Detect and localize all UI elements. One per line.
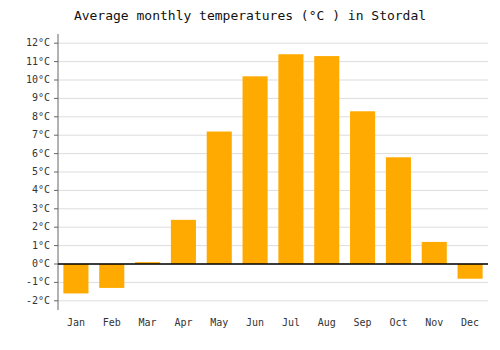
- y-tick: [54, 116, 58, 117]
- y-axis: -2°C -1°C 0°C 1°C 2°C 3°C 4°C 5°C 6°C 7°C 8°C 9°C 10…: [26, 34, 58, 310]
- y-tick: [54, 61, 58, 62]
- y-tick-label: -2°C: [26, 295, 50, 306]
- y-tick-label: 7°C: [32, 129, 50, 140]
- bar: [386, 157, 411, 264]
- grid-line: [58, 80, 488, 81]
- grid-line: [58, 98, 488, 99]
- x-tick-label: Oct: [389, 317, 407, 328]
- y-tick: [54, 227, 58, 228]
- x-tick-label: Sep: [354, 317, 372, 328]
- y-tick: [54, 98, 58, 99]
- y-tick: [54, 80, 58, 81]
- y-tick: [54, 153, 58, 154]
- y-tick-label: 12°C: [26, 37, 50, 48]
- grid-line: [58, 264, 488, 265]
- y-tick-label: -1°C: [26, 276, 50, 287]
- y-tick-label: 11°C: [26, 56, 50, 67]
- y-tick-label: 9°C: [32, 92, 50, 103]
- grid-line: [58, 61, 488, 62]
- y-tick: [54, 245, 58, 246]
- bar: [207, 132, 232, 264]
- y-tick-label: 4°C: [32, 184, 50, 195]
- y-tick: [54, 282, 58, 283]
- bar: [243, 76, 268, 264]
- grid-line: [58, 208, 488, 209]
- grid-line: [58, 190, 488, 191]
- y-tick-label: 10°C: [26, 74, 50, 85]
- y-tick-label: 0°C: [32, 258, 50, 269]
- x-tick-label: Jul: [282, 317, 300, 328]
- chart: -2°C -1°C 0°C 1°C 2°C 3°C 4°C 5°C 6°C 7°C 8°C 9°C 10…: [0, 0, 500, 350]
- y-axis-line: [58, 34, 59, 310]
- bar: [99, 264, 124, 288]
- bar: [314, 56, 339, 264]
- y-tick: [54, 208, 58, 209]
- grid-line: [58, 172, 488, 173]
- x-tick-label: Jun: [246, 317, 264, 328]
- bar: [278, 54, 303, 264]
- y-tick: [54, 43, 58, 44]
- bars: [63, 54, 482, 293]
- y-tick: [54, 172, 58, 173]
- grid-line: [58, 43, 488, 44]
- y-tick: [54, 264, 58, 265]
- y-tick-label: 2°C: [32, 221, 50, 232]
- bar: [422, 242, 447, 264]
- y-tick-label: 3°C: [32, 203, 50, 214]
- y-tick: [54, 300, 58, 301]
- grid-line: [58, 227, 488, 228]
- grid-line: [58, 153, 488, 154]
- x-tick-label: Aug: [318, 317, 336, 328]
- bar: [458, 264, 483, 279]
- x-tick-label: Mar: [139, 317, 157, 328]
- bar: [171, 220, 196, 264]
- y-tick-label: 8°C: [32, 111, 50, 122]
- y-tick: [54, 190, 58, 191]
- y-tick-label: 1°C: [32, 240, 50, 251]
- bar: [350, 111, 375, 264]
- grid-line: [58, 300, 488, 301]
- x-tick-label: Feb: [103, 317, 121, 328]
- x-tick-label: Jan: [67, 317, 85, 328]
- chart-container: -2°C -1°C 0°C 1°C 2°C 3°C 4°C 5°C 6°C 7°C 8°C 9°C 10…: [0, 0, 500, 350]
- x-tick-label: Nov: [425, 317, 443, 328]
- title: Average monthly temperatures (°C ) in St…: [74, 8, 426, 23]
- grid: [58, 43, 488, 301]
- zero-line: [58, 263, 488, 265]
- x-tick-label: May: [210, 317, 228, 328]
- x-axis: Jan Feb Mar Apr May Jun Jul Aug Sep Oct Nov Dec: [67, 317, 479, 328]
- y-tick-label: 5°C: [32, 166, 50, 177]
- y-tick: [54, 135, 58, 136]
- x-tick-label: Dec: [461, 317, 479, 328]
- grid-line: [58, 116, 488, 117]
- grid-line: [58, 135, 488, 136]
- x-tick-label: Apr: [174, 317, 192, 328]
- bar: [63, 264, 88, 293]
- y-tick-label: 6°C: [32, 148, 50, 159]
